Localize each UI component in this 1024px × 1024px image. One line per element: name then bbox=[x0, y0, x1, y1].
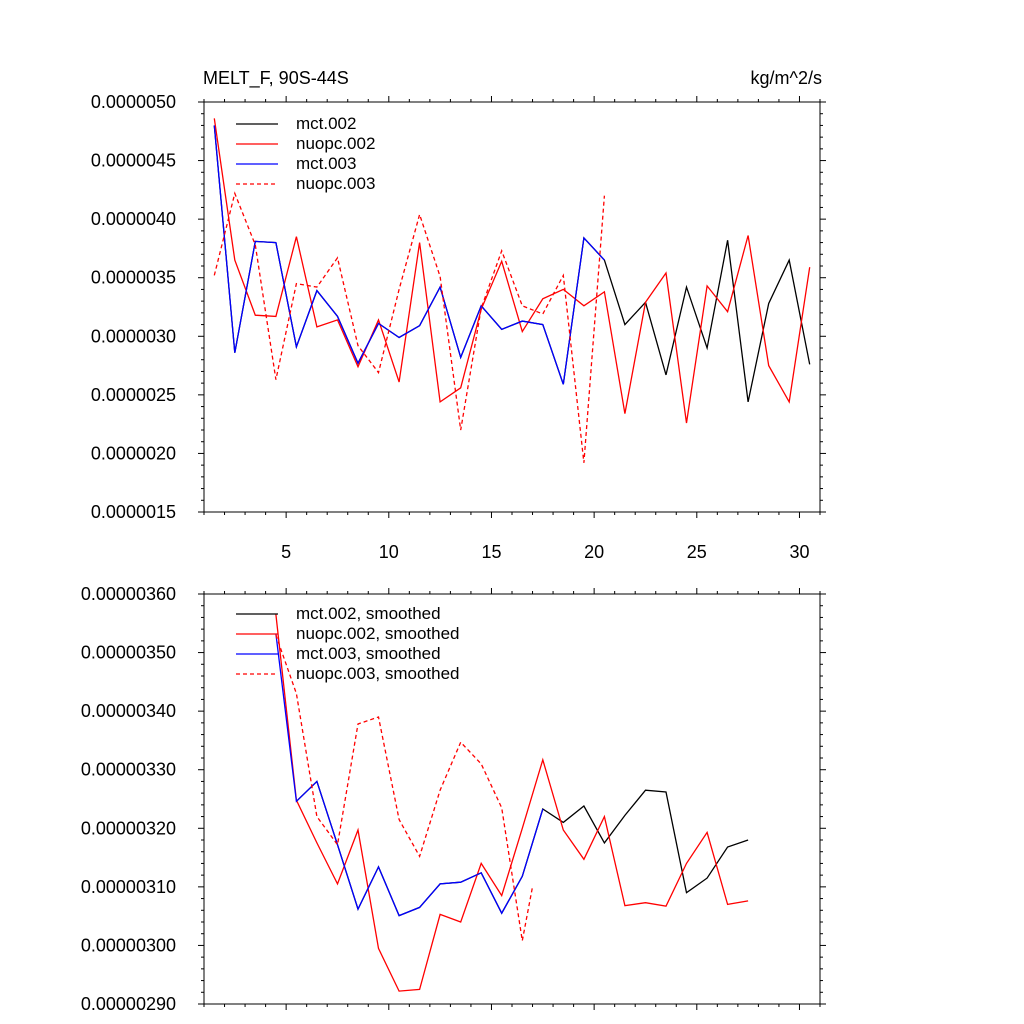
plot-frame bbox=[203, 101, 821, 513]
y-tick-label: 0.00000340 bbox=[81, 701, 176, 721]
y-tick-labels: 0.0000015 0.0000020 0.0000025 0.0000030 0.00… bbox=[91, 92, 176, 522]
series-line-mct-003-smoothed bbox=[275, 633, 544, 917]
legend-label-mct-002: mct.002 bbox=[296, 114, 356, 133]
y-tick-label: 0.00000290 bbox=[81, 994, 176, 1014]
y-tick-label: 0.0000025 bbox=[91, 385, 176, 405]
plot-frame bbox=[203, 593, 821, 1005]
series-line-mct-003 bbox=[213, 125, 605, 385]
y-tick-label: 0.0000040 bbox=[91, 209, 176, 229]
x-tick-label: 30 bbox=[789, 542, 809, 562]
y-tick-labels: 0.00000290 0.00000300 0.00000310 0.00000320… bbox=[81, 584, 176, 1014]
y-tick-label: 0.0000030 bbox=[91, 326, 176, 346]
series-line-nuopc-003-smoothed bbox=[275, 634, 534, 941]
x-tick-label: 10 bbox=[379, 542, 399, 562]
legend-label-nuopc-003: nuopc.003 bbox=[296, 174, 375, 193]
x-tick-label: 20 bbox=[584, 542, 604, 562]
series-lines bbox=[275, 614, 749, 992]
series-line-nuopc-002-smoothed bbox=[275, 614, 749, 992]
tick-marks bbox=[198, 588, 826, 1010]
y-tick-label: 0.00000310 bbox=[81, 877, 176, 897]
chart-panel-melt-f: MELT_F, 90S-44S kg/m^2/s 0.00000150.0000… bbox=[91, 68, 826, 562]
y-tick-label: 0.00000330 bbox=[81, 760, 176, 780]
series-lines bbox=[213, 118, 811, 463]
tick-marks bbox=[198, 96, 826, 518]
y-tick-label: 0.0000045 bbox=[91, 151, 176, 171]
y-tick-label: 0.00000360 bbox=[81, 584, 176, 604]
legend-label-mct-003: mct.003 bbox=[296, 154, 356, 173]
series-line-nuopc-002 bbox=[213, 118, 811, 424]
y-tick-label: 0.0000035 bbox=[91, 268, 176, 288]
y-tick-label: 0.00000350 bbox=[81, 643, 176, 663]
x-tick-labels: 5 10 15 20 25 30 bbox=[281, 542, 809, 562]
legend-label-nuopc-002-smoothed: nuopc.002, smoothed bbox=[296, 624, 460, 643]
y-tick-label: 0.00000300 bbox=[81, 935, 176, 955]
legend-label-nuopc-003-smoothed: nuopc.003, smoothed bbox=[296, 664, 460, 683]
chart-title-left: MELT_F, 90S-44S bbox=[203, 68, 349, 89]
y-tick-label: 0.00000320 bbox=[81, 818, 176, 838]
chart-title-units: kg/m^2/s bbox=[751, 68, 822, 88]
y-tick-label: 0.0000015 bbox=[91, 502, 176, 522]
x-tick-label: 25 bbox=[687, 542, 707, 562]
x-tick-label: 15 bbox=[481, 542, 501, 562]
x-tick-label: 5 bbox=[281, 542, 291, 562]
chart-panel-melt-f-smoothed: 0.00000290 0.00000300 0.00000310 0.00000320… bbox=[81, 584, 826, 1014]
legend-label-mct-003-smoothed: mct.003, smoothed bbox=[296, 644, 441, 663]
legend-label-nuopc-002: nuopc.002 bbox=[296, 134, 375, 153]
y-tick-label: 0.0000050 bbox=[91, 92, 176, 112]
legend-label-mct-002-smoothed: mct.002, smoothed bbox=[296, 604, 441, 623]
y-tick-label: 0.0000020 bbox=[91, 443, 176, 463]
series-line-nuopc-003 bbox=[213, 191, 606, 463]
